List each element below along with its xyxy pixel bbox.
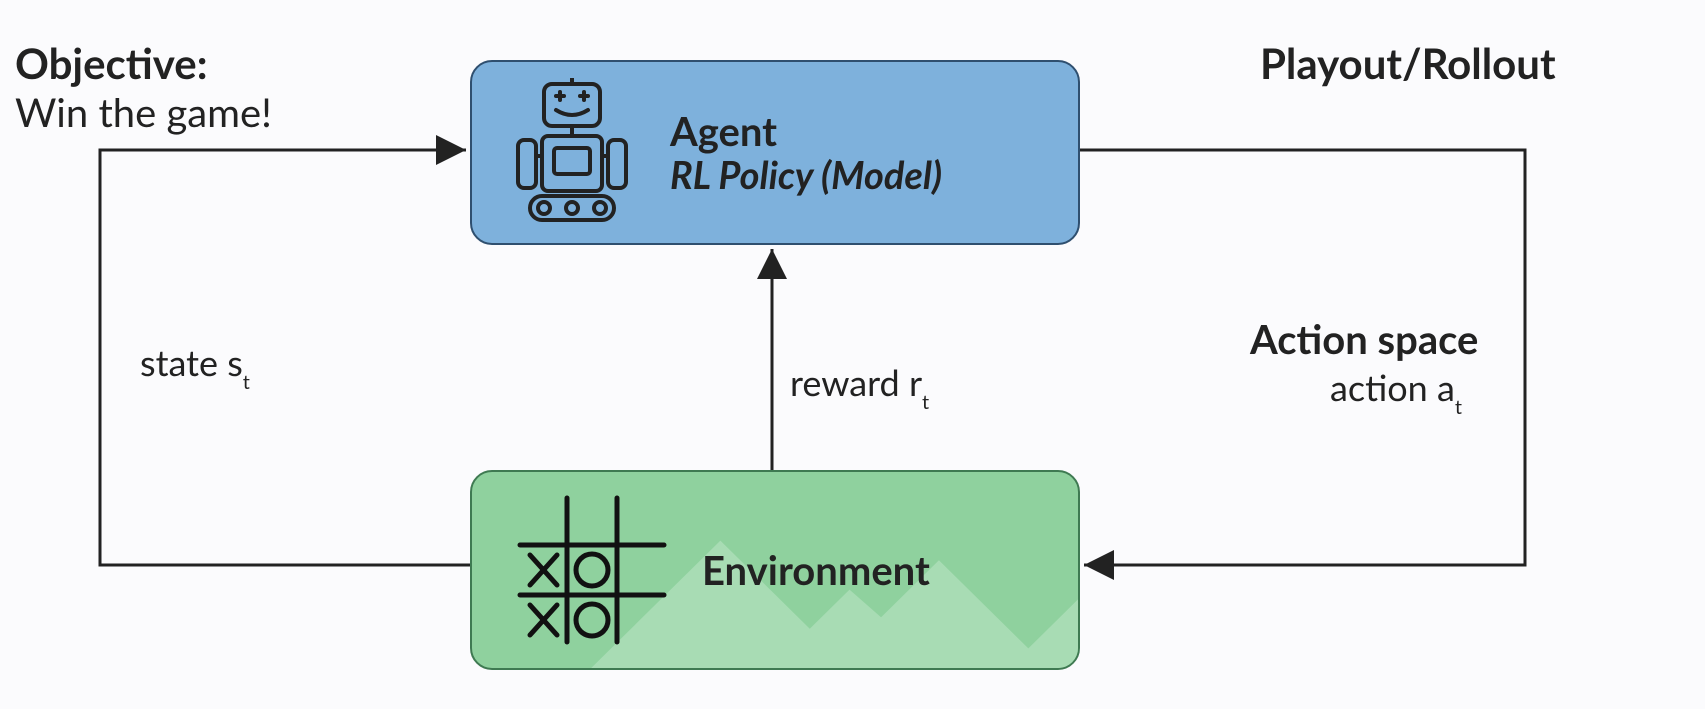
playout-annotation: Playout/Rollout bbox=[1260, 38, 1556, 88]
reward-word: reward bbox=[790, 360, 909, 404]
agent-node: Agent RL Policy (Model) bbox=[470, 60, 1080, 245]
action-sub: t bbox=[1455, 395, 1462, 419]
reward-sub: t bbox=[922, 390, 929, 414]
objective-text: Win the game! bbox=[15, 88, 272, 136]
state-label: state st bbox=[140, 340, 250, 389]
state-sym: s bbox=[227, 340, 243, 384]
state-word: state bbox=[140, 340, 227, 384]
agent-title: Agent bbox=[670, 108, 942, 154]
action-sym: a bbox=[1437, 365, 1455, 409]
diagram-stage: Agent RL Policy (Model) bbox=[0, 0, 1705, 709]
action-label: action at bbox=[1330, 365, 1462, 414]
reward-label: reward rt bbox=[790, 360, 929, 409]
state-sub: t bbox=[243, 370, 250, 394]
env-title: Environment bbox=[702, 546, 930, 594]
tictactoe-icon bbox=[512, 490, 672, 650]
env-node: Environment bbox=[470, 470, 1080, 670]
reward-sym: r bbox=[909, 360, 922, 404]
action-word: action bbox=[1330, 365, 1437, 409]
action-heading: Action space bbox=[1250, 315, 1478, 363]
objective-annotation: Objective: Win the game! bbox=[15, 38, 272, 136]
agent-subtitle: RL Policy (Model) bbox=[670, 154, 942, 198]
robot-icon bbox=[502, 78, 642, 228]
objective-title: Objective: bbox=[15, 38, 272, 88]
